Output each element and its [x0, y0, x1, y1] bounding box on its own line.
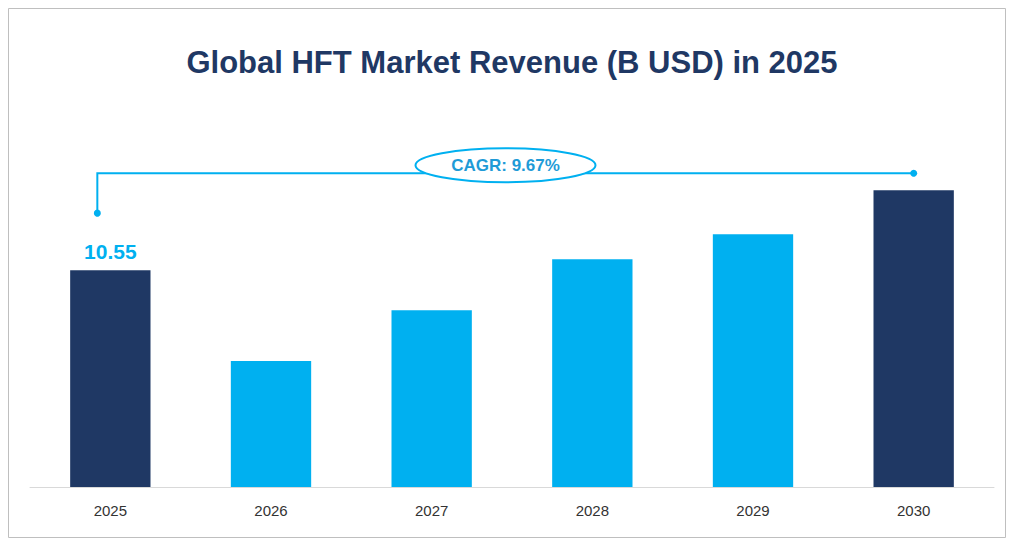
svg-text:2029: 2029 [736, 502, 769, 519]
svg-text:CAGR: 9.67%: CAGR: 9.67% [451, 156, 560, 175]
svg-text:10.55: 10.55 [84, 240, 137, 263]
svg-text:2030: 2030 [897, 502, 930, 519]
svg-text:2026: 2026 [254, 502, 287, 519]
svg-text:2028: 2028 [576, 502, 609, 519]
svg-text:2027: 2027 [415, 502, 448, 519]
svg-text:Global HFT Market Revenue (B U: Global HFT Market Revenue (B USD) in 202… [186, 45, 837, 80]
svg-text:2025: 2025 [94, 502, 127, 519]
